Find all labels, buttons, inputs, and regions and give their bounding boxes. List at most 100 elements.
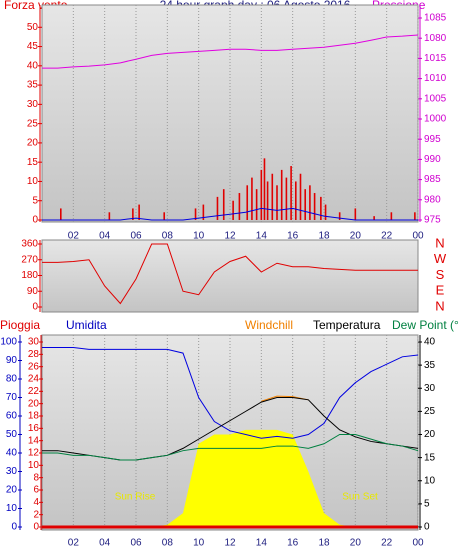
bar (202, 204, 205, 220)
y-tick-label: 60 (6, 411, 18, 422)
annotation: Sun Rise (115, 492, 156, 503)
legend-label: Windchill (245, 318, 293, 332)
bar (263, 158, 266, 220)
bar (60, 208, 62, 220)
legend-label: Pioggia (0, 318, 40, 332)
bar (271, 173, 274, 220)
y-tick-label: 80 (6, 374, 18, 385)
y-tick-label: 50 (6, 429, 18, 440)
y-tick-label: N (435, 235, 444, 250)
x-tick-label: 10 (193, 231, 205, 242)
x-tick-label: 14 (256, 538, 268, 549)
y-tick-label: 5 (424, 499, 430, 510)
x-tick-label: 08 (162, 538, 174, 549)
y-tick-label: 2 (33, 509, 39, 520)
y-tick-label: 26 (28, 361, 40, 372)
x-tick-label: 04 (99, 231, 111, 242)
y-tick-label: 30 (424, 383, 436, 394)
y-tick-label: 10 (424, 475, 436, 486)
y-tick-label: 28 (28, 349, 40, 360)
y-tick-label: 25 (27, 118, 39, 129)
bar (304, 189, 306, 220)
bar (246, 185, 249, 220)
y-tick-label: 975 (424, 215, 441, 226)
x-tick-label: 18 (318, 538, 330, 549)
bar (138, 204, 140, 220)
bar (313, 193, 316, 220)
bar (238, 193, 241, 220)
y-tick-label: S (436, 267, 445, 282)
y-tick-label: 8 (33, 472, 39, 483)
y-tick-label: 24 (28, 374, 40, 385)
x-tick-label: 06 (130, 538, 142, 549)
y-tick-label: 995 (424, 134, 441, 145)
y-tick-label: 70 (6, 392, 18, 403)
y-tick-label: W (434, 251, 447, 266)
series-line (42, 207, 418, 221)
x-tick-label: 02 (68, 231, 80, 242)
y-tick-label: 1080 (424, 33, 447, 44)
x-tick-label: 02 (68, 538, 80, 549)
y-tick-label: 14 (28, 435, 40, 446)
y-tick-label: 20 (6, 485, 18, 496)
y-tick-label: 1005 (424, 93, 447, 104)
y-tick-label: 30 (6, 466, 18, 477)
y-tick-label: 4 (33, 497, 39, 508)
bar (260, 169, 263, 220)
x-tick-label: 16 (287, 231, 299, 242)
bar (280, 169, 283, 220)
y-tick-label: 1000 (424, 114, 447, 125)
y-tick-label: 360 (21, 239, 38, 250)
y-tick-label: N (435, 298, 444, 313)
y-tick-label: 35 (424, 360, 436, 371)
bar (324, 204, 327, 220)
y-tick-label: 5 (32, 195, 38, 206)
y-tick-label: 0 (32, 215, 38, 226)
y-tick-label: 30 (28, 337, 40, 348)
x-tick-label: 08 (162, 231, 174, 242)
y-tick-label: 990 (424, 154, 441, 165)
series-line (42, 243, 418, 305)
bar (309, 185, 311, 220)
y-tick-label: 20 (424, 429, 436, 440)
bar (354, 208, 357, 220)
x-tick-label: 22 (381, 538, 393, 549)
y-tick-label: 15 (424, 452, 436, 463)
bar (222, 189, 225, 220)
y-tick-label: 980 (424, 194, 441, 205)
y-tick-label: 1010 (424, 73, 447, 84)
x-tick-label: 06 (130, 231, 142, 242)
y-tick-label: 1015 (424, 53, 447, 64)
y-tick-label: 35 (27, 80, 39, 91)
bar (276, 185, 278, 220)
y-tick-label: 12 (28, 448, 40, 459)
bar (132, 208, 134, 220)
bar (414, 212, 416, 220)
y-tick-label: 16 (28, 423, 40, 434)
x-tick-label: 00 (412, 538, 424, 549)
x-tick-label: 18 (318, 231, 330, 242)
y-tick-label: 18 (28, 411, 40, 422)
y-tick-label: 30 (27, 99, 39, 110)
y-tick-label: 40 (424, 337, 436, 348)
annotation: Sun Set (342, 492, 378, 503)
y-tick-label: 40 (27, 60, 39, 71)
y-tick-label: 0 (11, 522, 17, 533)
y-tick-label: 90 (6, 355, 18, 366)
x-tick-label: 14 (256, 231, 268, 242)
bar (373, 216, 375, 220)
plot-area (41, 239, 419, 313)
bar (299, 173, 302, 220)
y-tick-label: 15 (27, 157, 39, 168)
y-tick-label: 1085 (424, 13, 447, 24)
y-tick-label: E (436, 283, 445, 298)
y-tick-label: 10 (27, 176, 39, 187)
series-line (42, 34, 419, 69)
x-tick-label: 20 (350, 231, 362, 242)
y-tick-label: 10 (28, 460, 40, 471)
x-tick-label: 10 (193, 538, 205, 549)
bar (390, 212, 393, 220)
y-tick-label: 25 (424, 406, 436, 417)
legend-label: Temperatura (313, 318, 381, 332)
